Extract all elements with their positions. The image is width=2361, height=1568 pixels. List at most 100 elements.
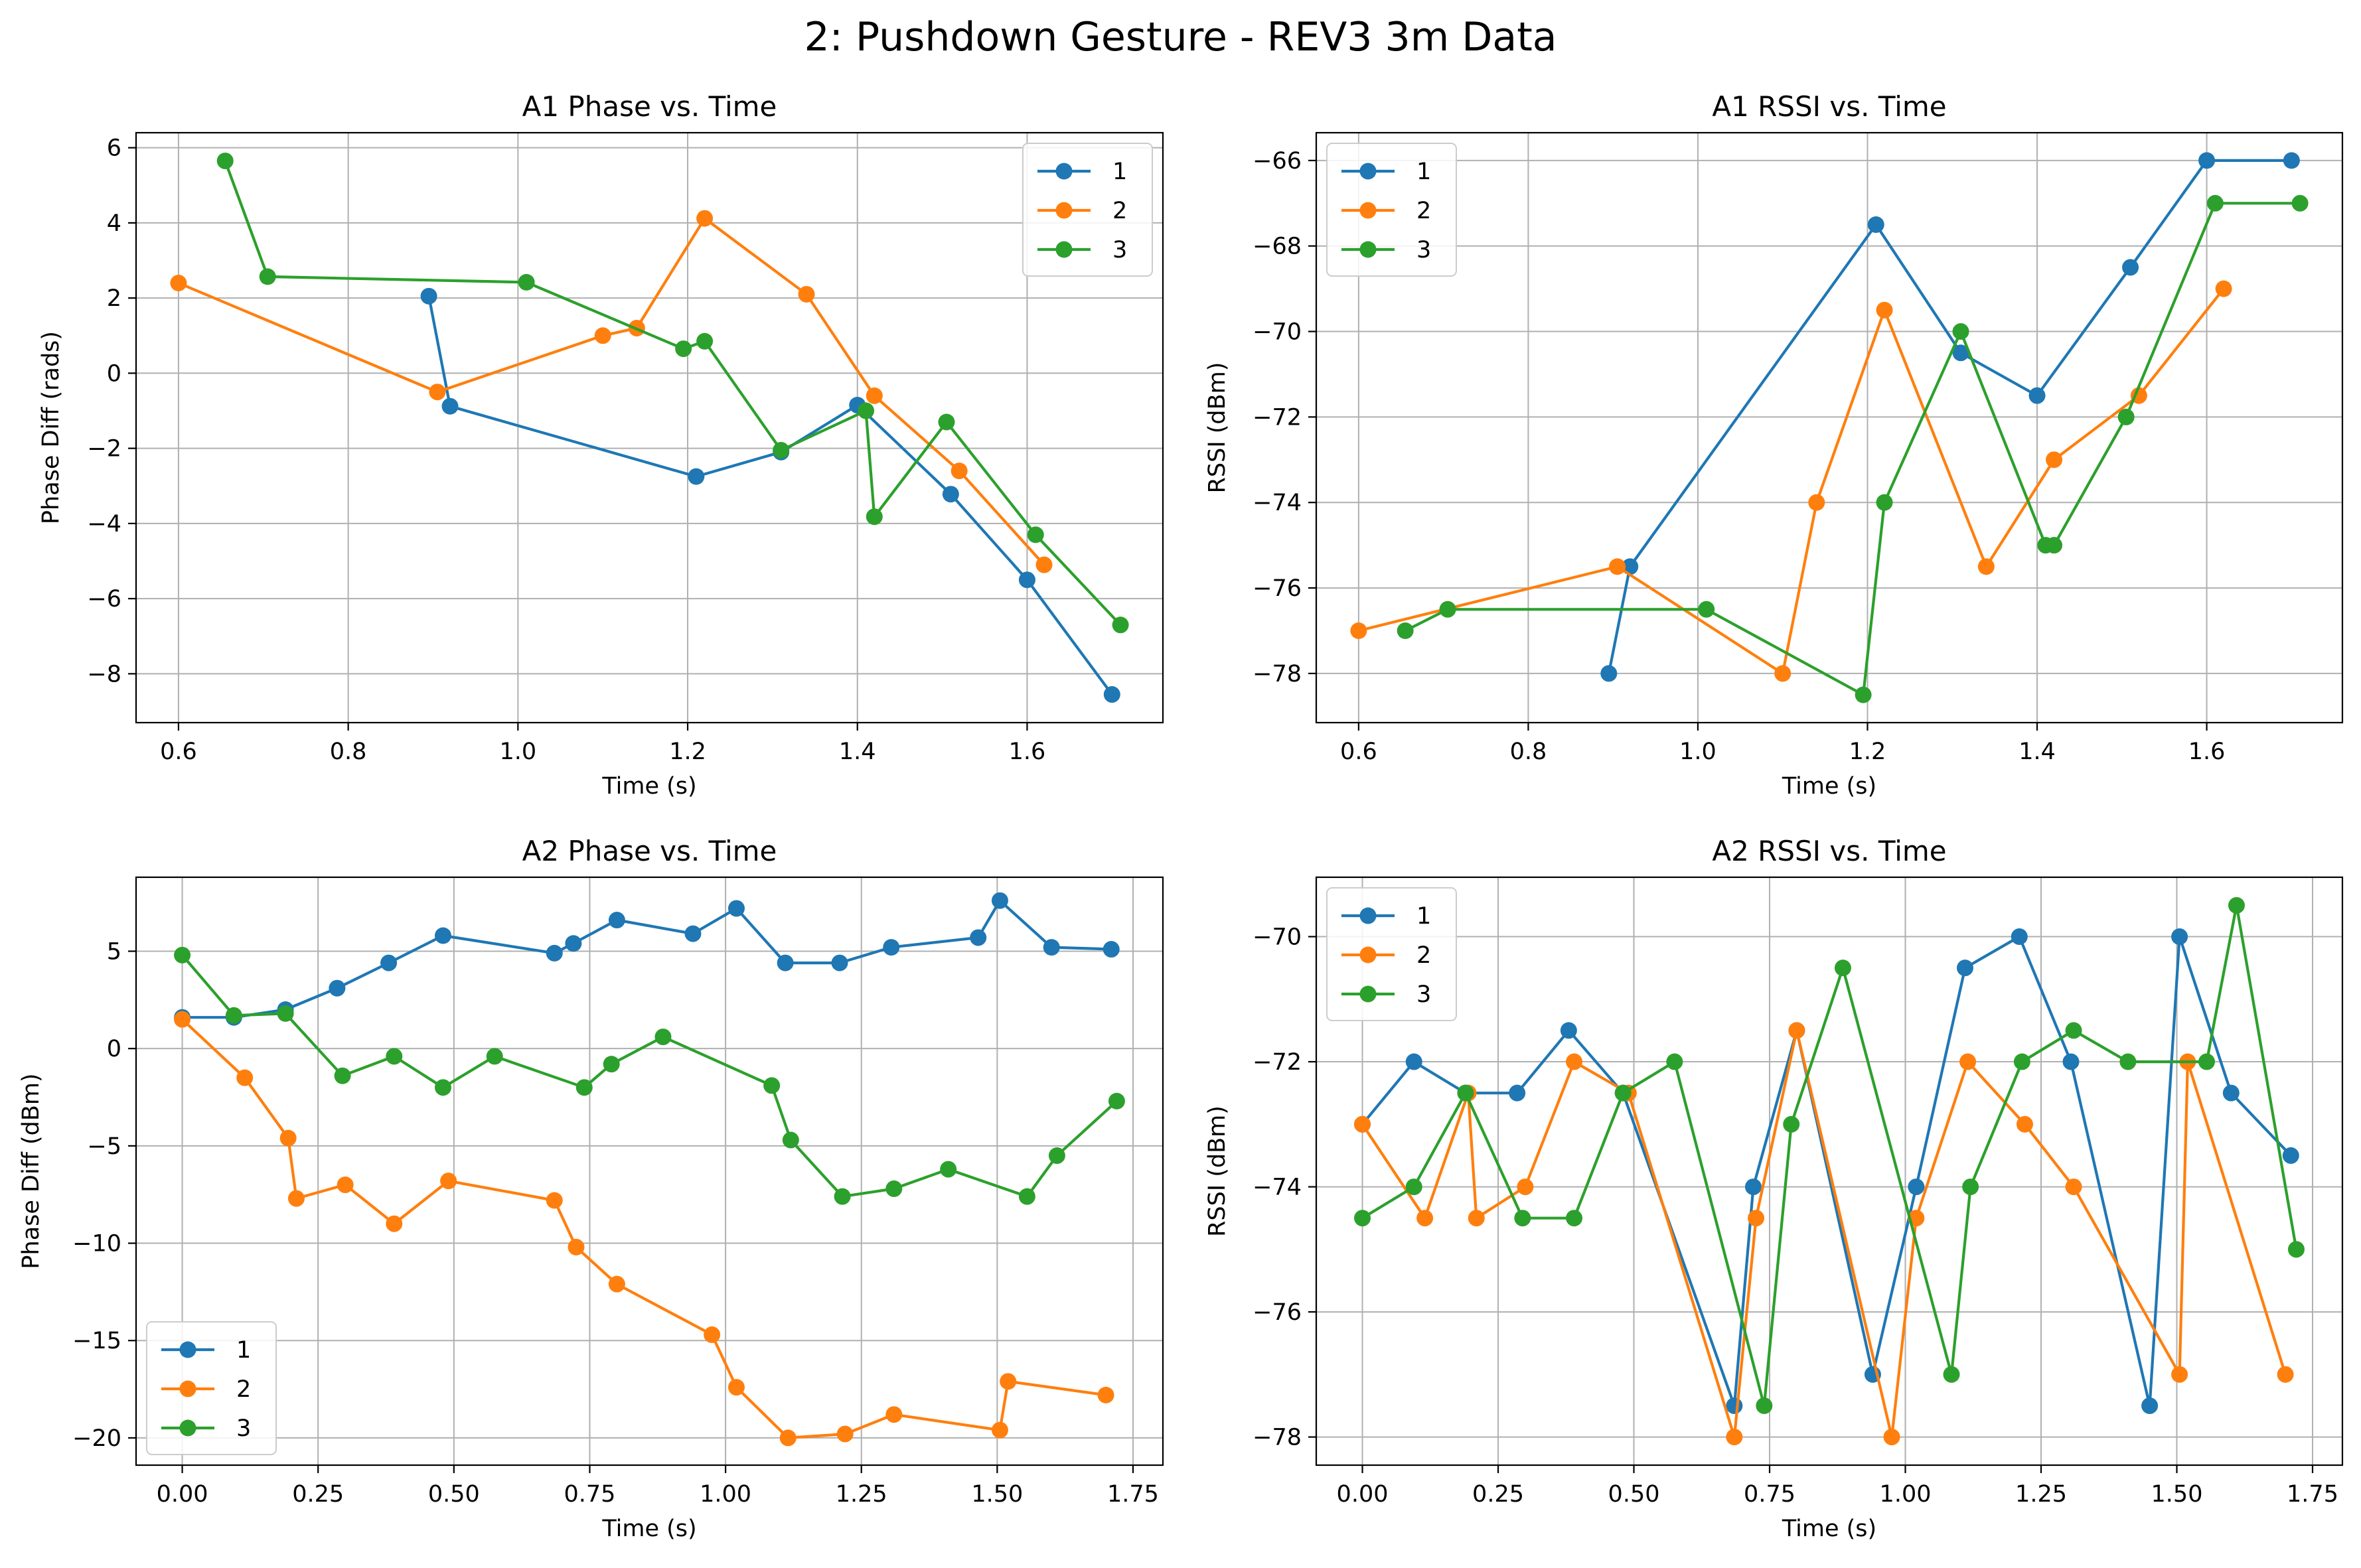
data-point	[225, 1007, 242, 1024]
y-tick-label: −20	[72, 1425, 121, 1452]
x-tick-label: 0.50	[428, 1481, 480, 1508]
legend: 1 2 3	[1022, 143, 1153, 277]
data-point	[575, 1079, 593, 1096]
legend-label-2: 2	[1416, 942, 1431, 969]
series-3	[1397, 194, 2309, 703]
data-point	[866, 387, 883, 404]
y-tick-label: −5	[87, 1133, 121, 1160]
y-tick-label: −4	[87, 511, 121, 537]
data-point	[440, 1173, 457, 1190]
data-point	[1744, 1178, 1762, 1196]
x-tick-label: 0.50	[1608, 1481, 1660, 1508]
data-point	[174, 1011, 191, 1028]
data-point	[951, 463, 968, 480]
data-point	[1397, 622, 1414, 639]
legend-marker-3	[1055, 241, 1073, 258]
data-point	[380, 954, 398, 971]
data-point	[1783, 1115, 1800, 1133]
data-point	[2277, 1366, 2294, 1383]
data-point	[2141, 1397, 2159, 1414]
y-tick-label: 6	[107, 135, 121, 162]
data-point	[546, 1192, 563, 1209]
data-point	[2171, 928, 2188, 946]
y-tick-label: −15	[72, 1328, 121, 1354]
x-tick-label: 1.75	[2287, 1481, 2338, 1508]
y-tick-label: −74	[1253, 490, 1302, 516]
x-tick-label: 0.6	[1340, 739, 1377, 765]
data-point	[885, 1180, 903, 1197]
axes-frame	[1315, 131, 2344, 724]
data-point	[1962, 1178, 1979, 1196]
data-point	[546, 944, 563, 962]
a2-rssi-title: A2 RSSI vs. Time	[1712, 835, 1946, 867]
data-point	[1952, 323, 1969, 340]
y-tick-label: −74	[1253, 1175, 1302, 1201]
data-point	[1698, 601, 1715, 618]
legend: 1 2 3	[1326, 887, 1457, 1021]
data-point	[287, 1190, 305, 1207]
data-point	[675, 340, 692, 358]
data-point	[858, 402, 875, 419]
data-point	[337, 1176, 354, 1194]
data-point	[1000, 1373, 1017, 1390]
data-point	[1908, 1178, 1925, 1196]
data-point	[2046, 451, 2063, 468]
legend-label-2: 2	[1416, 198, 1431, 224]
y-tick-label: −10	[72, 1231, 121, 1257]
a1-phase-subplot: 0.6 0.8 1.0 1.2 1.4 1.6 6 4 2 0 −2 −4 −6 −8 A1 Phase v…	[38, 90, 1164, 800]
data-point	[1883, 1429, 1900, 1446]
subplots: 0.6 0.8 1.0 1.2 1.4 1.6 6 4 2 0 −2 −4 −6 −8 A1 Phase v…	[18, 90, 2344, 1542]
series-3	[174, 946, 1125, 1205]
series-1	[420, 287, 1120, 703]
y-tick-label: −2	[87, 436, 121, 463]
y-tick-label: −68	[1253, 234, 1302, 260]
x-tick-label: 0.8	[1510, 739, 1547, 765]
data-point	[518, 273, 535, 291]
series-2	[174, 1011, 1114, 1447]
data-point	[434, 927, 451, 944]
data-point	[1514, 1210, 1531, 1227]
data-point	[1756, 1397, 1773, 1414]
legend-marker-2	[179, 1380, 196, 1397]
data-point	[1566, 1053, 1583, 1070]
data-point	[2198, 152, 2216, 169]
data-point	[696, 210, 714, 227]
data-point	[1468, 1210, 1485, 1227]
data-point	[688, 468, 705, 485]
data-point	[970, 929, 987, 946]
data-point	[1405, 1053, 1422, 1070]
x-axis-label: Time (s)	[601, 773, 696, 800]
legend-label-3: 3	[1416, 981, 1431, 1008]
data-point	[1048, 1147, 1065, 1165]
series-1	[1600, 152, 2300, 682]
data-point	[2065, 1178, 2082, 1196]
data-point	[2287, 1241, 2305, 1258]
y-tick-label: 0	[107, 360, 121, 387]
x-tick-label: 0.00	[1337, 1481, 1389, 1508]
series-1-line	[427, 295, 1113, 695]
data-point	[779, 1429, 797, 1447]
data-point	[1952, 344, 1969, 362]
legend-marker-2	[1055, 202, 1073, 219]
series-2-line	[181, 1018, 1106, 1439]
data-point	[942, 486, 959, 503]
legend-marker-2	[1359, 946, 1377, 963]
y-tick-label: −72	[1253, 404, 1302, 431]
data-point	[1774, 665, 1791, 682]
series-3	[216, 152, 1129, 634]
data-point	[2283, 152, 2300, 169]
data-point	[386, 1215, 403, 1232]
data-point	[991, 1421, 1008, 1439]
x-tick-label: 1.75	[1107, 1481, 1159, 1508]
data-point	[1354, 1115, 1371, 1133]
data-point	[684, 925, 702, 942]
data-point	[334, 1067, 351, 1084]
legend-marker-1	[179, 1341, 196, 1358]
data-point	[885, 1406, 903, 1423]
legend-label-1: 1	[1416, 903, 1431, 930]
x-tick-label: 1.00	[700, 1481, 751, 1508]
data-point	[1876, 301, 1893, 319]
data-point	[2046, 537, 2063, 554]
data-point	[170, 274, 187, 291]
